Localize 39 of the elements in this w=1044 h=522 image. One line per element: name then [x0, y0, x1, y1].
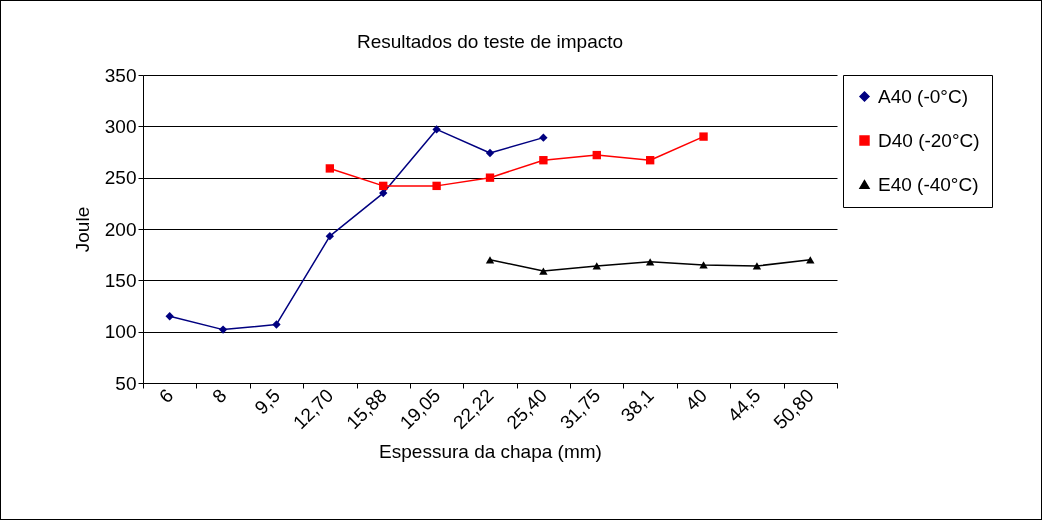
point: [218, 325, 228, 334]
x-tick-label: 44,5: [723, 384, 765, 426]
x-tick-label: 40: [681, 384, 712, 415]
point: [539, 156, 548, 165]
point: [432, 125, 441, 134]
point: [752, 262, 762, 270]
point: [379, 181, 388, 191]
point: [325, 164, 335, 173]
y-tick-label: 50: [115, 372, 137, 394]
point: [325, 232, 335, 241]
legend-label: D40 (-20°C): [878, 129, 980, 151]
point: [699, 132, 708, 141]
legend-label: A40 (-0°C): [878, 85, 968, 107]
x-tick-label: 9,5: [250, 384, 285, 419]
point: [645, 156, 655, 165]
point: [272, 320, 281, 329]
point: [592, 262, 601, 270]
y-tick-label: 100: [104, 321, 137, 343]
y-tick-label: 300: [104, 115, 137, 137]
legend-label: E40 (-40°C): [878, 173, 979, 195]
point: [485, 148, 495, 158]
x-axis-title: Espessura da chapa (mm): [379, 441, 602, 463]
point: [165, 312, 174, 321]
y-tick-label: 200: [104, 218, 137, 240]
x-tick-label: 8: [208, 384, 231, 408]
y-tick-label: 250: [104, 167, 137, 189]
chart-title: Resultados do teste de impacto: [356, 31, 624, 52]
y-tick-label: 150: [104, 269, 137, 291]
x-tick-label: 38,1: [616, 384, 658, 426]
point: [592, 150, 601, 160]
x-tick-label: 6: [154, 384, 178, 408]
y-axis-title: Joule: [71, 206, 93, 253]
point: [485, 173, 495, 182]
point: [539, 267, 548, 275]
point: [539, 133, 548, 142]
point: [699, 261, 708, 269]
point: [485, 256, 495, 264]
y-tick-label: 350: [104, 64, 137, 86]
point: [432, 181, 441, 191]
